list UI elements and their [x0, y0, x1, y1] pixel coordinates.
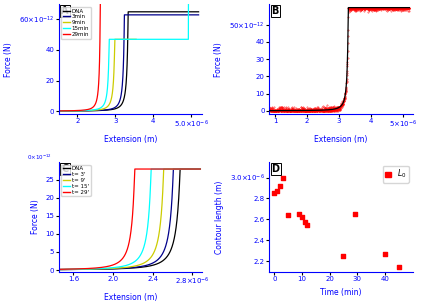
Text: A: A — [61, 6, 69, 16]
Point — [340, 254, 347, 259]
Legend: DNA, 3min, 9min, 15min, 29min: DNA, 3min, 9min, 15min, 29min — [61, 7, 91, 39]
Legend: $L_0$: $L_0$ — [383, 166, 409, 183]
Point — [279, 175, 286, 180]
Point — [298, 215, 305, 220]
Point — [395, 264, 402, 269]
Text: $0{\times}10^{-12}$: $0{\times}10^{-12}$ — [27, 152, 52, 162]
Text: C: C — [61, 164, 69, 174]
Y-axis label: Force (N): Force (N) — [31, 200, 40, 234]
Point — [296, 212, 303, 217]
Point — [381, 252, 388, 256]
Text: B: B — [272, 6, 279, 16]
X-axis label: Extension (m): Extension (m) — [104, 135, 157, 144]
Y-axis label: Force (N): Force (N) — [214, 42, 224, 76]
Y-axis label: Force (N): Force (N) — [4, 42, 13, 76]
Y-axis label: Contour length (m): Contour length (m) — [215, 180, 224, 253]
Text: D: D — [272, 164, 280, 174]
Point — [304, 222, 311, 227]
Legend: DNA, t= 3', t= 9', t= 15', t= 29': DNA, t= 3', t= 9', t= 15', t= 29' — [61, 165, 91, 196]
Point — [285, 213, 291, 218]
X-axis label: Time (min): Time (min) — [320, 288, 361, 297]
X-axis label: Extension (m): Extension (m) — [314, 135, 368, 144]
X-axis label: Extension (m): Extension (m) — [104, 293, 157, 302]
Point — [277, 184, 283, 188]
Point — [301, 219, 308, 224]
Point — [274, 189, 280, 194]
Point — [351, 212, 358, 217]
Point — [271, 191, 277, 196]
